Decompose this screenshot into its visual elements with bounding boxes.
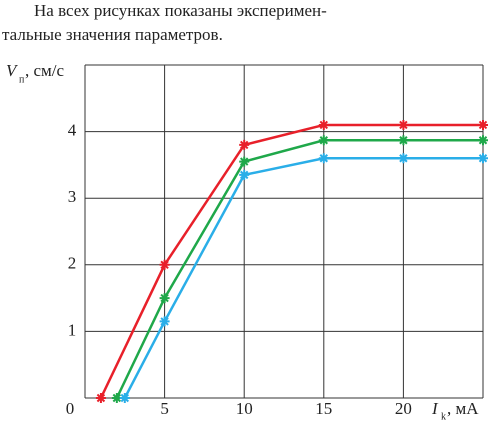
point-marker <box>159 259 170 270</box>
x-axis-label: I k , мА <box>431 399 479 422</box>
series-line <box>99 123 483 399</box>
y-label-unit: , см/с <box>25 61 65 80</box>
series-line <box>123 156 483 399</box>
y-axis-label: V п , см/с <box>6 61 65 85</box>
point-marker <box>239 169 250 180</box>
y-label-sub: п <box>19 74 25 85</box>
y-label-symbol: V <box>6 61 19 80</box>
x-tick-label: 20 <box>395 399 412 418</box>
x-label-sub: k <box>441 411 446 422</box>
x-label-unit: , мА <box>447 399 479 418</box>
point-marker <box>318 135 329 146</box>
point-marker <box>239 139 250 150</box>
text-line: На всех рисунках показаны эксперимен- <box>34 1 327 20</box>
point-marker <box>398 153 409 164</box>
text-line: тальные значения параметров. <box>2 25 223 44</box>
point-marker <box>239 156 250 167</box>
x-label-symbol: I <box>431 399 439 418</box>
point-marker <box>119 393 130 403</box>
point-marker <box>159 293 170 304</box>
y-tick-label: 1 <box>68 320 77 339</box>
series-line <box>115 139 483 399</box>
point-marker <box>478 135 488 146</box>
point-marker <box>398 135 409 146</box>
point-marker <box>111 393 122 403</box>
y-tick-label: 3 <box>68 187 77 206</box>
x-tick-label: 10 <box>236 399 253 418</box>
point-marker <box>318 119 329 130</box>
point-marker <box>159 316 170 327</box>
point-marker <box>318 153 329 164</box>
point-marker <box>478 153 488 164</box>
point-marker <box>398 119 409 130</box>
x-tick-label: 15 <box>315 399 332 418</box>
x-tick-label: 5 <box>160 399 169 418</box>
y-tick-label: 2 <box>68 254 77 273</box>
y-tick-label: 4 <box>68 121 77 140</box>
point-marker <box>478 119 488 130</box>
x-tick-label: 0 <box>66 399 75 418</box>
point-marker <box>95 393 106 403</box>
